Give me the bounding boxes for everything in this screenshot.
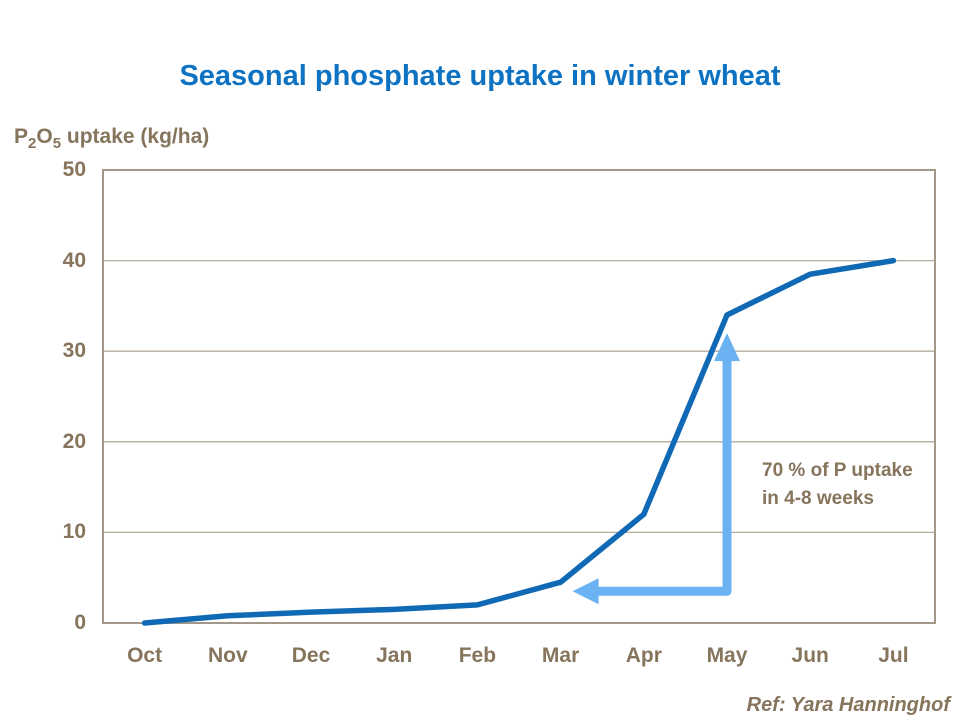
x-tick-label: Oct bbox=[127, 644, 163, 667]
y-tick-label: 20 bbox=[62, 429, 86, 453]
x-tick-label: Nov bbox=[207, 644, 248, 667]
y-tick-label: 30 bbox=[62, 339, 86, 363]
y-axis-label-subscript: 5 bbox=[52, 135, 62, 153]
x-tick-label: Jan bbox=[376, 644, 413, 667]
y-tick-label: 40 bbox=[62, 248, 86, 272]
arrow-left-icon bbox=[572, 578, 599, 605]
x-tick-label: Jul bbox=[878, 644, 909, 667]
arrow-up-icon bbox=[714, 333, 740, 362]
annotation-arrow-shaft bbox=[584, 348, 732, 596]
x-tick-label: May bbox=[706, 644, 748, 667]
y-axis-label-part: O bbox=[36, 125, 53, 148]
x-tick-label: Mar bbox=[541, 644, 580, 667]
y-axis-label-part: P bbox=[14, 125, 29, 148]
annotation-text: 70 % of P uptake in 4-8 weeks bbox=[762, 460, 913, 509]
y-axis-unit-label: P2O5 uptake (kg/ha) bbox=[14, 125, 209, 152]
x-tick-label: Jun bbox=[791, 644, 829, 667]
reference-text: Ref: Yara Hanninghof bbox=[746, 694, 950, 716]
y-tick-label: 0 bbox=[74, 611, 86, 634]
x-tick-label: Feb bbox=[458, 644, 497, 667]
x-tick-label: Apr bbox=[625, 644, 662, 667]
y-axis-label-subscript: 2 bbox=[28, 135, 37, 153]
y-tick-label: 50 bbox=[62, 158, 86, 181]
uptake-series-line bbox=[141, 257, 897, 626]
y-tick-label: 10 bbox=[62, 520, 86, 544]
chart-title: Seasonal phosphate uptake in winter whea… bbox=[179, 60, 781, 92]
x-tick-label: Dec bbox=[291, 644, 331, 667]
plot-border bbox=[102, 169, 936, 624]
y-axis-label-part: uptake (kg/ha) bbox=[61, 125, 210, 148]
